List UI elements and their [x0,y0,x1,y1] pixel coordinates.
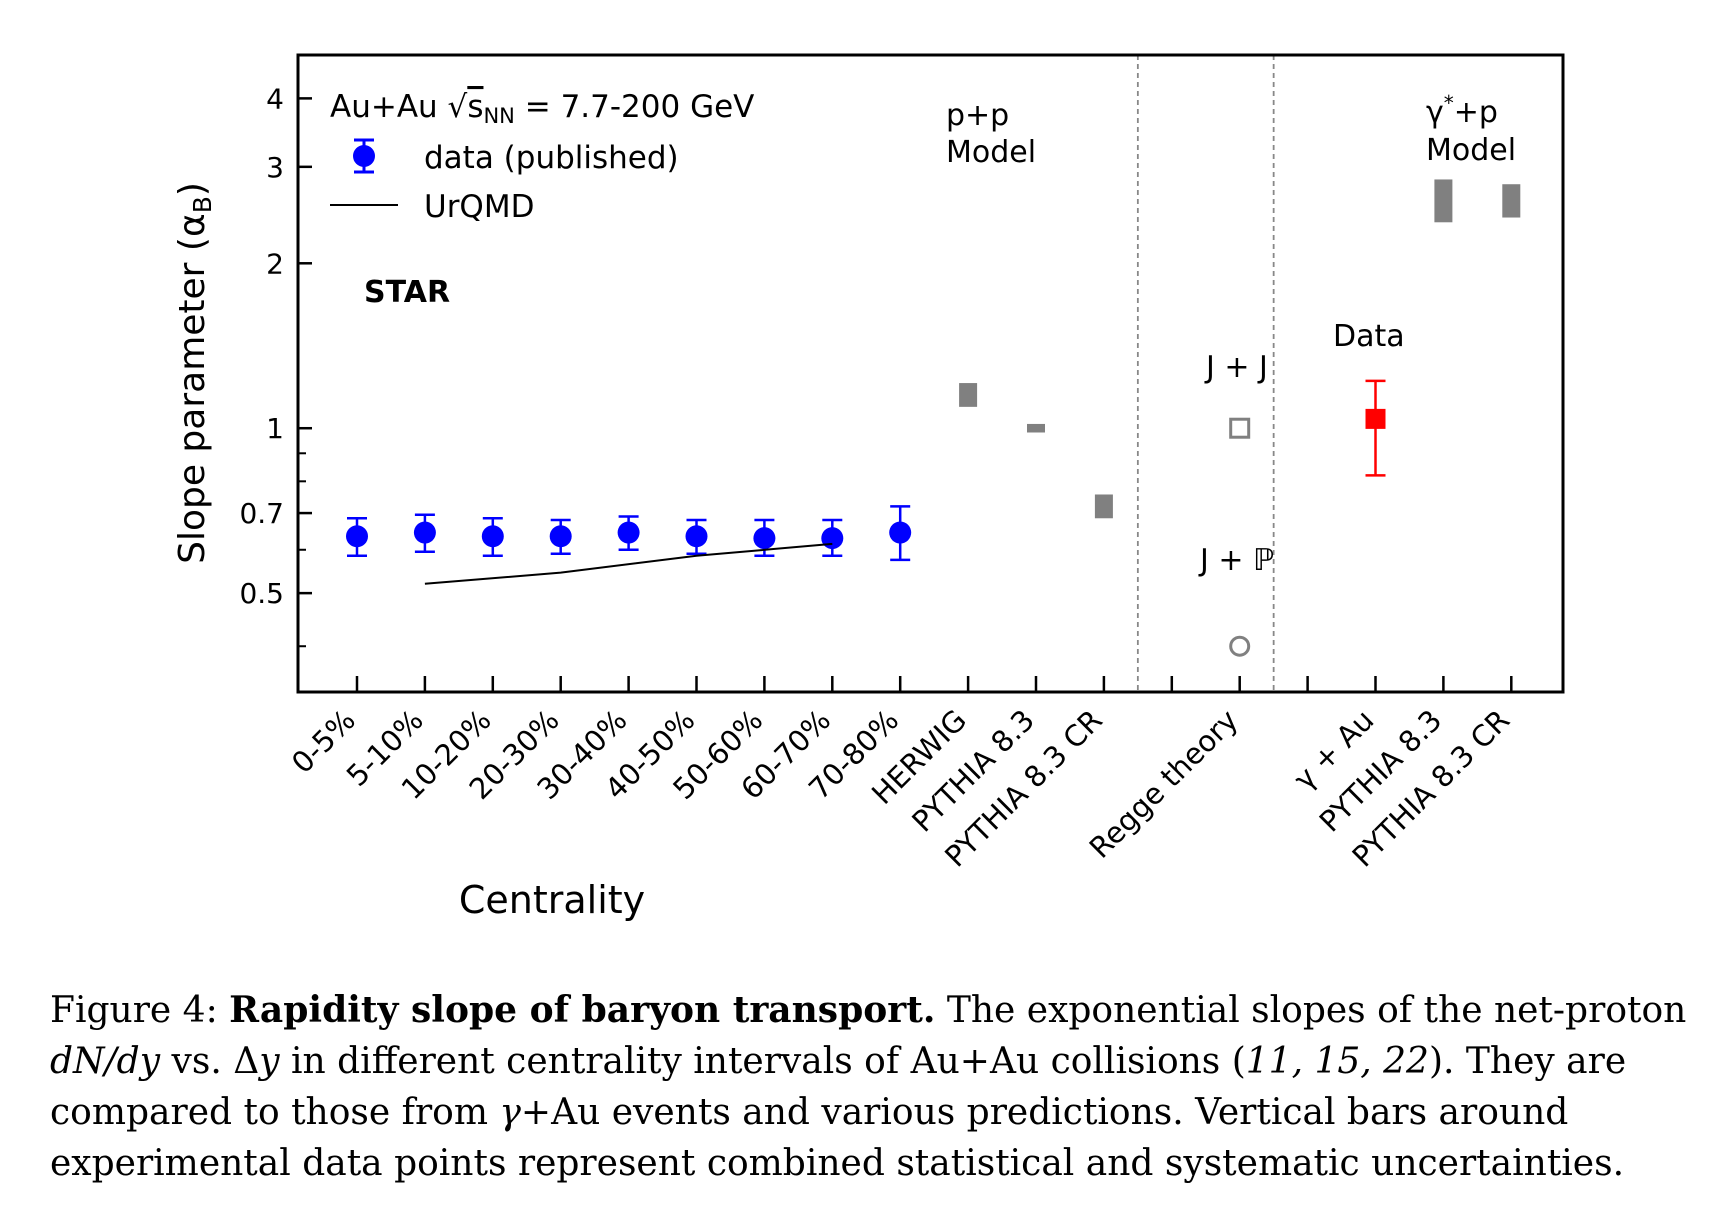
data-label: Data [1333,319,1405,354]
data-point [889,521,912,544]
model-point [1502,184,1521,218]
y-tick-label: 0.5 [239,577,284,610]
y-tick-label: 0.7 [239,497,284,530]
pp-model-line1: p+p [946,98,1009,133]
y-tick-label: 2 [266,247,284,280]
figure-caption: Figure 4: Rapidity slope of baryon trans… [50,989,1687,1184]
gp-model-line2: Model [1426,133,1516,168]
figure-chart: 43210.70.50-5%5-10%10-20%20-30%30-40%40-… [172,53,1565,922]
data-point [481,525,504,548]
legend-title: Au+Au √sNN = 7.7-200 GeV [330,89,754,128]
gamma-au-point [1365,408,1386,429]
gp-model-line1: γ*+p [1426,91,1498,130]
legend-urqmd-label: UrQMD [424,189,534,225]
plot-frame [296,53,1565,694]
y-tick-label: 3 [266,151,284,184]
y-axis-title: Slope parameter (αB) [172,182,217,564]
star-label: STAR [364,275,450,310]
data-point [821,527,844,550]
data-point [617,521,640,544]
data-point [346,525,368,548]
regge-jp-point [1229,635,1251,657]
data-point [413,521,436,544]
legend-data-marker [353,138,375,174]
regge-jj-point [1229,417,1251,439]
data-point [685,525,708,548]
model-point [959,383,978,407]
data-point [549,525,572,548]
model-point [1094,494,1113,519]
pp-model-line2: Model [946,135,1036,170]
y-tick-label: 4 [266,82,284,115]
regge-jp-label: J + ℙ [1198,543,1274,578]
legend-title-s: s [467,89,483,125]
x-axis-title: Centrality [459,878,645,922]
regge-jj-label: J + J [1204,350,1268,385]
caption-bold-title: Rapidity slope of baryon transport. [229,989,936,1031]
urqmd-line [424,542,833,585]
y-tick-label: 1 [266,412,284,445]
legend-data-label: data (published) [424,140,679,176]
marks-layer: 43210.70.50-5%5-10%10-20%20-30%30-40%40-… [239,55,1521,874]
model-point [1027,423,1045,433]
model-point [1434,179,1453,223]
data-point [753,527,776,550]
